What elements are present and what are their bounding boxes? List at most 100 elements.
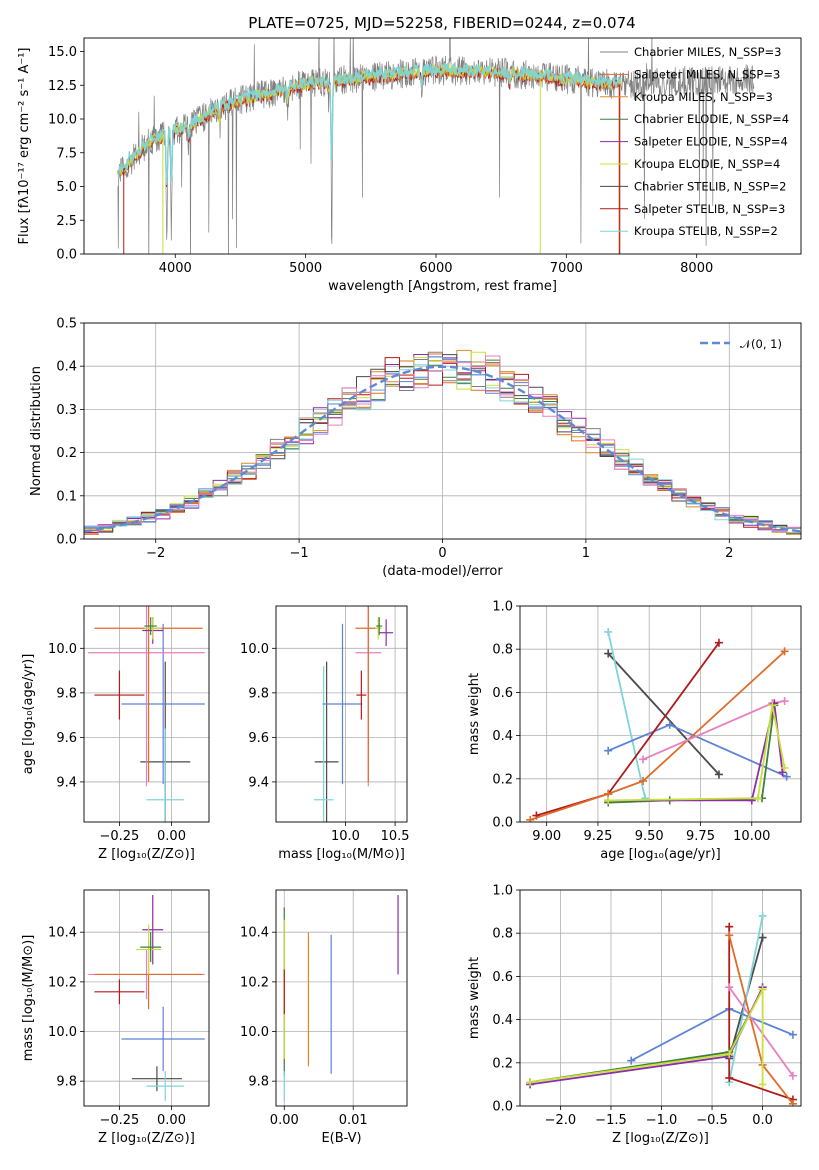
axes-frame — [83, 605, 210, 823]
weight-point-marker — [604, 627, 613, 636]
plot-area — [526, 911, 797, 1106]
y-tick-label: 0.0 — [56, 248, 77, 263]
y-tick-label: 0.1 — [56, 489, 77, 504]
weight-series-line — [728, 986, 794, 1077]
errorbar-point — [142, 894, 164, 965]
weight-point-marker — [780, 647, 789, 656]
weight-point-marker — [782, 772, 791, 781]
plot-area — [88, 606, 205, 822]
y-tick-label: 0.8 — [492, 927, 513, 942]
axes-frame — [275, 605, 408, 823]
weight-series-line — [607, 631, 646, 799]
legend-label: Kroupa ELODIE, N_SSP=4 — [634, 157, 780, 171]
plot-area — [526, 627, 791, 822]
y-tick-label: 10.4 — [48, 926, 77, 941]
legend-label: Kroupa STELIB, N_SSP=2 — [634, 224, 778, 238]
errorbar-point — [313, 666, 334, 822]
weight-point-marker — [788, 1099, 797, 1106]
x-tick-label: −0.25 — [99, 1113, 139, 1128]
weight-series-line — [607, 652, 720, 776]
weight-point-marker — [758, 933, 767, 942]
weight-point-marker — [778, 768, 787, 777]
x-tick-label: 10.5 — [381, 829, 410, 844]
x-tick-label: 9.00 — [532, 829, 561, 844]
weight-point-marker — [788, 1030, 797, 1039]
y-tick-label: 0.2 — [56, 446, 77, 461]
axes-frame — [519, 889, 802, 1107]
legend-label: Kroupa MILES, N_SSP=3 — [634, 90, 773, 104]
weight-point-marker — [758, 985, 767, 994]
weight-series — [526, 985, 767, 1089]
model-spectrum-line — [117, 63, 622, 185]
legend-label: Salpeter STELIB, N_SSP=3 — [634, 202, 785, 216]
y-tick-label: 0.2 — [492, 772, 513, 787]
weight-point-marker — [758, 1080, 767, 1089]
y-tick-label: 1.0 — [492, 884, 513, 899]
x-tick-label: 10.00 — [733, 829, 770, 844]
errorbar-point — [314, 661, 339, 822]
x-tick-label: −0.5 — [696, 1113, 728, 1128]
weight-point-marker — [725, 1073, 734, 1082]
weight-point-marker — [725, 983, 734, 992]
x-axis-label: mass [log₁₀(M/M⊙)] — [278, 847, 405, 862]
grid-lines — [276, 890, 407, 1106]
weight-series — [604, 701, 779, 807]
y-axis-label: Normed distribution — [29, 366, 44, 496]
weight-point-marker — [780, 764, 789, 772]
histogram-step-line — [84, 356, 801, 531]
y-tick-label: 2.5 — [56, 214, 77, 229]
mass-weight-vs-metallicity-panel: −2.0 −1.5 −1.0 −0.5 0.0 0.0 0.2 0.4 0.6 0.8 1.0 Z [… — [467, 884, 802, 1146]
y-tick-label: 0.0 — [56, 533, 77, 548]
x-tick-label: 2 — [725, 546, 733, 561]
y-tick-label: 9.8 — [248, 686, 269, 701]
y-tick-label: 15.0 — [48, 45, 77, 60]
weight-point-marker — [639, 755, 648, 764]
legend-label: Chabrier MILES, N_SSP=3 — [634, 45, 781, 59]
axes-frame — [83, 322, 802, 540]
x-axis-label: Z [log₁₀(Z/Z⊙)] — [612, 1131, 709, 1146]
age-vs-mass-panel: 10.0 10.5 9.4 9.6 9.8 10.0 mass [log₁₀(M/M⊙)] — [240, 605, 410, 862]
errorbar-point — [121, 1006, 205, 1072]
weight-series — [604, 649, 723, 779]
errorbar-point — [94, 670, 145, 720]
weight-point-marker — [639, 776, 648, 785]
plot-area — [88, 894, 205, 1102]
x-axis-label: E(B-V) — [321, 1131, 361, 1146]
weight-point-marker — [604, 649, 613, 658]
errorbar-point — [144, 617, 157, 635]
weight-point-marker — [714, 638, 723, 647]
y-tick-label: 10.0 — [240, 1025, 269, 1040]
y-tick-label: 0.4 — [56, 360, 77, 375]
errorbar-point — [146, 1071, 184, 1102]
weight-point-marker — [714, 770, 723, 779]
y-tick-label: 0.5 — [56, 317, 77, 332]
legend-label: Salpeter MILES, N_SSP=3 — [634, 67, 780, 81]
weight-point-marker — [725, 1050, 734, 1059]
chart-title: PLATE=0725, MJD=52258, FIBERID=0244, z=0… — [248, 14, 635, 32]
axes-frame — [519, 605, 802, 823]
y-tick-label: 10.2 — [48, 975, 77, 990]
axes-frame — [83, 889, 210, 1107]
weight-series-line — [608, 705, 776, 804]
y-tick-label: 9.8 — [248, 1075, 269, 1090]
y-axis-label: mass [log₁₀(M/M⊙)] — [21, 935, 36, 1062]
plot-area — [84, 349, 801, 535]
weight-series — [604, 701, 789, 805]
y-tick-label: 9.4 — [56, 775, 77, 790]
y-tick-label: 10.0 — [48, 113, 77, 128]
plot-area — [313, 606, 394, 822]
y-axis-label: mass weight — [467, 957, 482, 1039]
y-tick-label: 0.8 — [492, 643, 513, 658]
weight-point-marker — [768, 701, 777, 710]
x-tick-label: 9.75 — [686, 829, 715, 844]
x-tick-label: −2.0 — [545, 1113, 577, 1128]
weight-series-line — [608, 705, 786, 802]
x-tick-label: −0.25 — [99, 829, 139, 844]
legend: Chabrier MILES, N_SSP=3 Salpeter MILES, N… — [600, 45, 789, 238]
x-tick-label: 10.0 — [331, 829, 360, 844]
errorbar-point — [88, 606, 205, 787]
y-axis-label: Flux [fλ10⁻¹⁷ erg cm⁻² s⁻¹ A⁻¹] — [17, 48, 32, 245]
x-tick-label: 0.01 — [339, 1113, 368, 1128]
weight-point-marker — [753, 794, 762, 803]
